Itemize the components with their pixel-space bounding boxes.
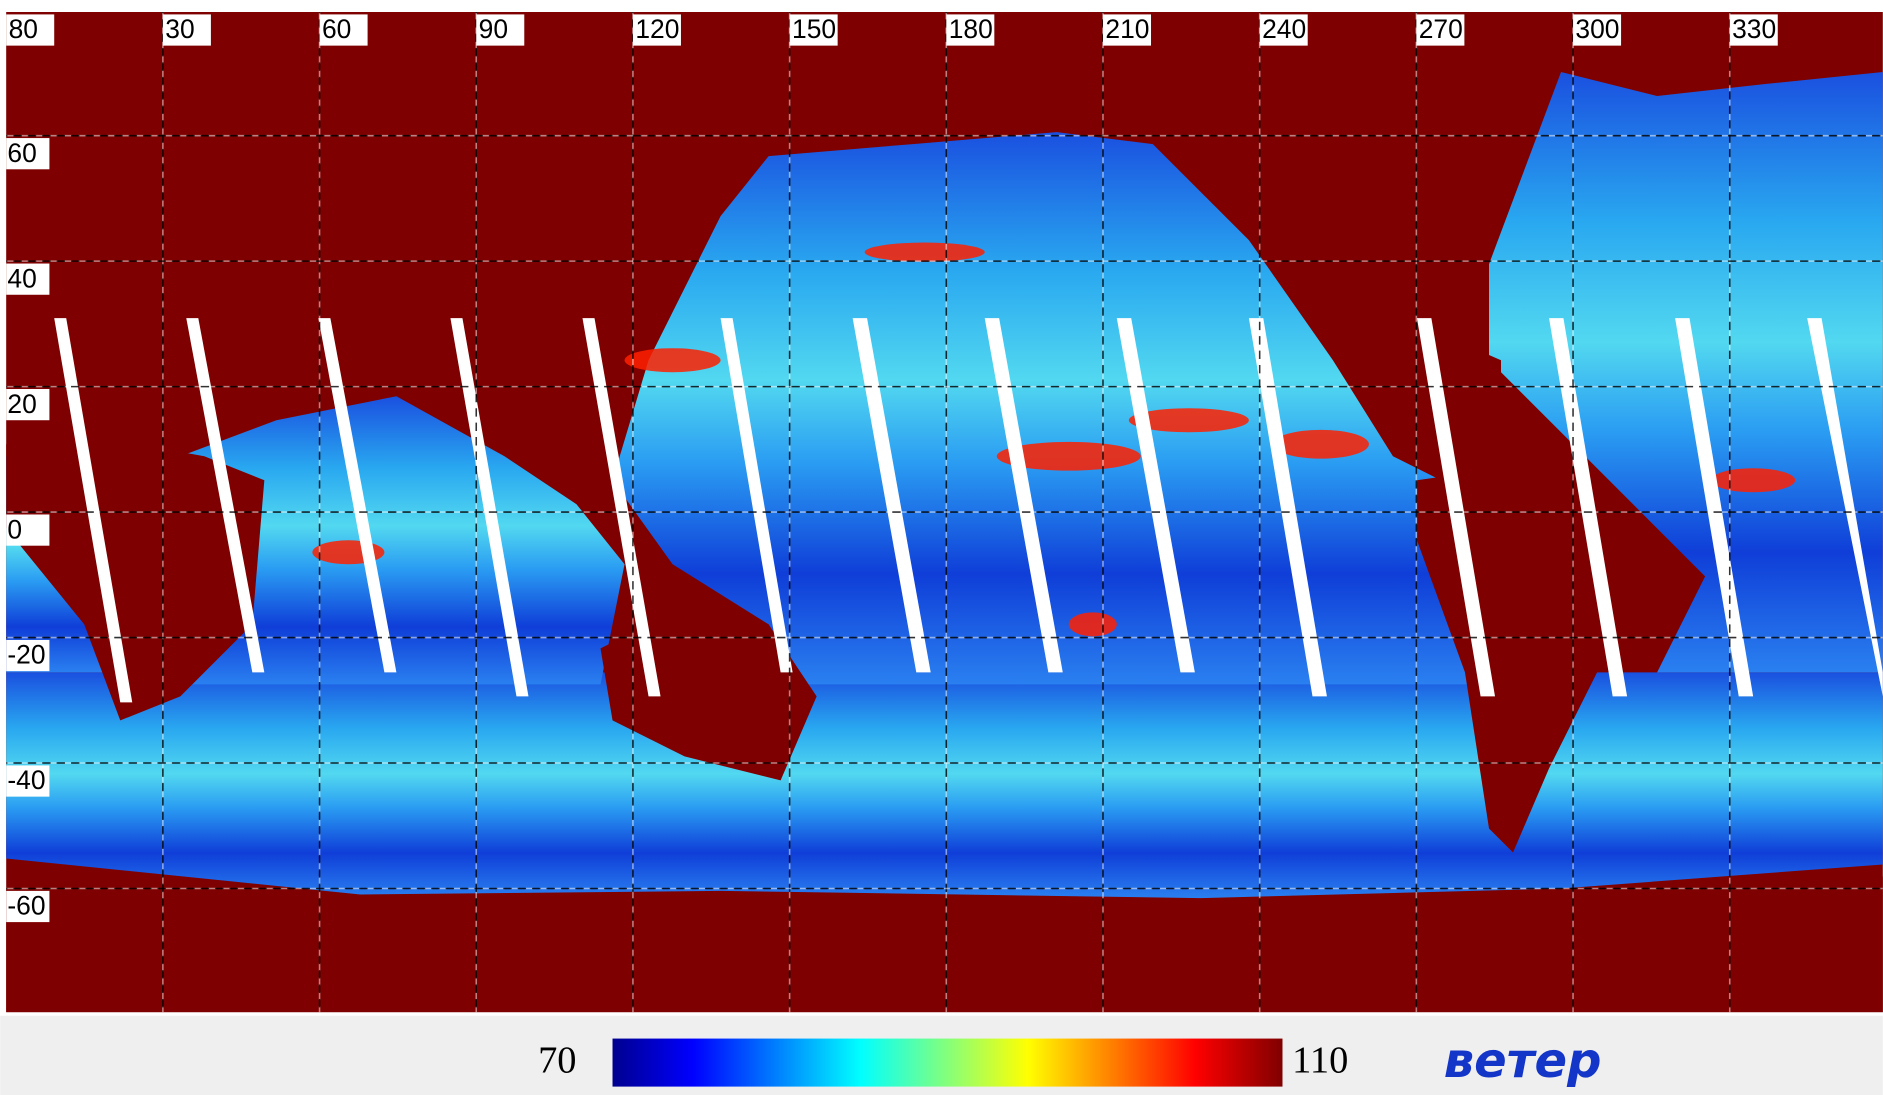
lat-label: -60 [7, 891, 45, 921]
map-figure: 80 30 60 90 120 150 180 210 240 270 300 330 60 40 20 0 -… [0, 0, 1883, 1095]
page: {"map": {"lon_labels": ["80", "30", "60"… [0, 0, 1883, 1095]
map: 80 30 60 90 120 150 180 210 240 270 300 330 60 40 20 0 -… [6, 12, 1883, 1012]
lat-label: 40 [7, 263, 36, 293]
colorbar-min: 70 [538, 1040, 576, 1082]
lon-label: 30 [165, 14, 194, 44]
lon-label: 300 [1575, 14, 1619, 44]
lon-label: 270 [1419, 14, 1463, 44]
southern-ocean [6, 672, 1883, 898]
lon-label: 210 [1105, 14, 1149, 44]
lon-label: 80 [9, 14, 38, 44]
lat-label: 60 [7, 138, 36, 168]
lat-label: -20 [7, 640, 45, 670]
lat-label: -40 [7, 765, 45, 795]
lon-label: 60 [322, 14, 351, 44]
colorbar-label: ветер [1444, 1033, 1602, 1089]
lon-label: 240 [1262, 14, 1306, 44]
lat-label: 0 [7, 514, 22, 544]
lon-label: 330 [1732, 14, 1776, 44]
lon-label: 90 [479, 14, 508, 44]
colorbar [613, 1039, 1283, 1087]
lon-label: 180 [949, 14, 993, 44]
colorbar-max: 110 [1292, 1040, 1348, 1082]
lat-label: 20 [7, 389, 36, 419]
lon-label: 150 [792, 14, 836, 44]
lon-label: 120 [635, 14, 679, 44]
